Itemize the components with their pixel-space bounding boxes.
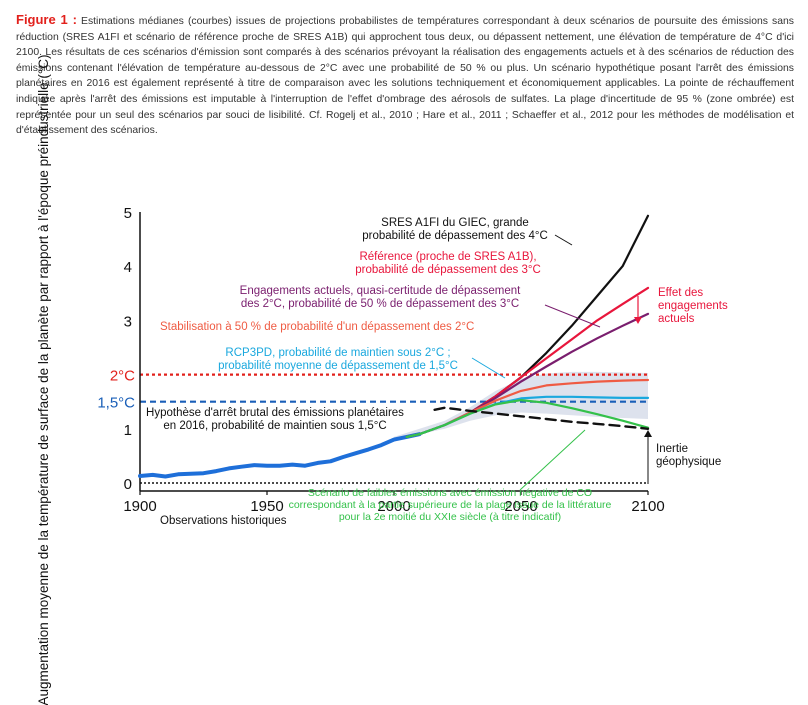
- arrow-inertie-head: [644, 430, 652, 437]
- annotation-stabilisation: Stabilisation à 50 % de probabilité d'un…: [160, 321, 474, 333]
- annotation-reference: Référence (proche de SRES A1B), probabili…: [355, 251, 541, 276]
- x-tick-label-0: 1900: [123, 498, 156, 515]
- annotation-inertie: Inertie géophysique: [656, 443, 721, 468]
- temperature-chart: 2°C 1,5°C 0 1 3 4 5 1900 1950 2000 2050 2100 SRES A1…: [97, 205, 728, 527]
- annotation-engagements: Engagements actuels, quasi-certitude de …: [240, 285, 521, 310]
- arrow-effet-head: [634, 317, 642, 324]
- figure-label: Figure 1 :: [16, 12, 77, 27]
- leader-low-emissions: [519, 429, 586, 491]
- series-line-low_emissions: [405, 399, 650, 438]
- uncertainty-band: [394, 371, 648, 440]
- y-tick-label-1: 1: [124, 422, 132, 439]
- series-line-stop_2016: [433, 406, 650, 430]
- x-tick-label-4: 2100: [631, 498, 664, 515]
- leader-a1fi: [554, 234, 573, 246]
- leader-engagements: [544, 304, 601, 328]
- series-line-observations: [138, 432, 422, 479]
- y-tick-label-0: 0: [124, 476, 132, 493]
- y-tick-label-3: 3: [124, 313, 132, 330]
- x-tick-label-2: 2000: [377, 498, 410, 515]
- annotation-stop-2016: Hypothèse d'arrêt brutal des émissions p…: [146, 407, 404, 432]
- y-tick-label-4: 4: [124, 259, 132, 276]
- threshold-label-0: 2°C: [110, 368, 135, 385]
- x-tick-label-1: 1950: [250, 498, 283, 515]
- annotation-low-emissions: Scénario de faibles émissions avec émiss…: [289, 487, 612, 523]
- annotation-a1fi: SRES A1FI du GIEC, grande probabilité de …: [362, 217, 548, 242]
- y-tick-label-5: 5: [124, 205, 132, 222]
- annotation-observations: Observations historiques: [160, 515, 287, 527]
- annotation-rcp3pd: RCP3PD, probabilité de maintien sous 2°C…: [218, 347, 458, 372]
- leader-rcp3pd: [471, 357, 506, 379]
- x-tick-label-3: 2050: [504, 498, 537, 515]
- threshold-label-1: 1,5°C: [97, 395, 135, 412]
- figure-caption: Figure 1 : Estimations médianes (courbes…: [16, 12, 794, 139]
- caption-text: Estimations médianes (courbes) issues de…: [16, 16, 794, 137]
- annotation-effet: Effet des engagements actuels: [658, 287, 728, 325]
